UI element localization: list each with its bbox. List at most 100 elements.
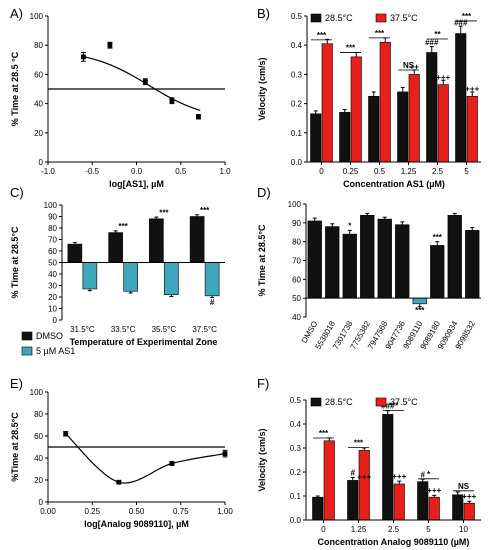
panel-label: D)	[257, 185, 271, 200]
x-tick-label: 2.5	[432, 167, 444, 176]
y-axis-label: % Time at 28.5°C	[10, 226, 20, 298]
y-tick-label: 60	[34, 432, 43, 441]
bar-s1	[368, 96, 380, 163]
y-tick-label: 60	[292, 275, 301, 284]
bar-s2	[466, 96, 478, 163]
data-point	[81, 54, 86, 60]
y-tick-label: 80	[48, 224, 57, 233]
legend-swatch	[310, 13, 322, 23]
significance-marker: ***	[317, 31, 327, 40]
legend-label: 28.5°C	[325, 397, 353, 407]
significance-marker: +++	[436, 73, 450, 82]
y-tick-label: 80	[34, 41, 43, 50]
y-tick-label: 100	[288, 200, 302, 209]
y-tick-label: 20	[34, 476, 43, 485]
bar-s2	[350, 56, 362, 163]
y-tick-label: 100	[30, 12, 44, 21]
significance-marker: #	[351, 469, 356, 478]
x-tick-label: 0.25	[84, 507, 100, 516]
x-tick-label: -1.0	[41, 167, 55, 176]
significance-marker: ###	[381, 402, 395, 411]
significance-marker: +++	[427, 486, 441, 495]
bar	[395, 224, 410, 299]
y-tick-label: 20	[48, 293, 57, 302]
y-tick-label: 0.1	[290, 492, 302, 501]
significance-marker: ***	[433, 233, 443, 242]
y-tick-label: 0	[53, 316, 58, 325]
panel-label: C)	[10, 185, 24, 200]
bar	[342, 233, 357, 299]
y-tick-label: 20	[34, 129, 43, 138]
bar-s2	[358, 450, 370, 521]
legend-swatch	[375, 397, 387, 407]
significance-marker: NS	[458, 482, 470, 491]
y-tick-label: 0.5	[290, 396, 302, 405]
legend-label: 37.5°C	[390, 13, 418, 23]
x-tick-label: 35.5°C	[152, 325, 177, 334]
bar-s1	[189, 216, 205, 263]
x-tick-label: 2.5	[388, 525, 400, 534]
y-tick-label: 0	[39, 158, 44, 167]
y-tick-label: 80	[34, 410, 43, 419]
y-tick-label: 40	[34, 454, 43, 463]
y-tick-label: 0.1	[291, 129, 303, 138]
y-tick-label: 70	[48, 236, 57, 245]
legend-swatch	[21, 346, 33, 356]
x-axis-label: log[AS1], µM	[109, 179, 164, 189]
x-tick-label: 1.25	[351, 525, 367, 534]
x-tick-label: 5	[464, 167, 469, 176]
x-tick-label: 0	[319, 167, 324, 176]
x-tick-label: 33.5°C	[111, 325, 136, 334]
x-tick-label: 31.5°C	[70, 325, 95, 334]
significance-marker: ***	[200, 206, 210, 215]
bar-s1	[426, 52, 438, 163]
significance-marker: ***	[415, 306, 425, 315]
y-tick-label: 0.0	[290, 516, 302, 525]
x-tick-label: 1.0	[219, 167, 231, 176]
bar	[412, 297, 427, 305]
y-tick-label: 0.4	[291, 41, 303, 50]
bar	[325, 226, 340, 299]
bar-s2	[204, 262, 220, 297]
bar-s1	[310, 113, 322, 163]
bar-s1	[339, 112, 351, 163]
y-axis-label: Velocity (cm/s)	[257, 428, 267, 491]
legend-label: DMSO	[36, 331, 63, 341]
x-axis-label: Temperature of Experimental Zone	[70, 337, 218, 347]
legend-label: 37.5°C	[390, 397, 418, 407]
bar-s1	[347, 480, 359, 521]
y-tick-label: 90	[292, 219, 301, 228]
significance-marker: +++	[462, 492, 476, 501]
x-axis-label: log[Analog 9089110], µM	[84, 519, 189, 529]
bar-s2	[321, 43, 333, 163]
significance-marker: ***	[375, 29, 385, 38]
legend-label: 5 µM AS1	[36, 346, 75, 356]
bar-s1	[397, 91, 409, 163]
y-tick-label: 0.3	[290, 444, 302, 453]
x-tick-label: 0.50	[129, 507, 145, 516]
x-tick-label: 0.00	[40, 507, 56, 516]
bar-s2	[437, 84, 449, 163]
bar-s2	[463, 502, 475, 521]
significance-marker: ***	[389, 401, 399, 410]
fit-curve	[65, 433, 226, 484]
bar-s1	[67, 243, 83, 263]
y-tick-label: 30	[48, 282, 57, 291]
data-point	[142, 79, 148, 85]
y-tick-label: 60	[34, 70, 43, 79]
y-axis-label: % Time at 28.5°C	[257, 224, 267, 296]
bar-s1	[455, 33, 467, 163]
bar-s1	[382, 414, 394, 521]
y-tick-label: 50	[48, 259, 57, 268]
y-tick-label: 0.5	[291, 12, 303, 21]
x-axis-label: Concentration AS1 (µM)	[343, 179, 445, 189]
bar-s1	[149, 218, 164, 263]
bar-s2	[323, 440, 335, 521]
data-point	[222, 451, 228, 456]
y-tick-label: 80	[292, 238, 301, 247]
significance-marker: NS	[403, 61, 415, 70]
x-tick-label: 0.0	[131, 167, 143, 176]
significance-marker: *	[348, 221, 352, 230]
significance-marker: +++	[392, 472, 406, 481]
